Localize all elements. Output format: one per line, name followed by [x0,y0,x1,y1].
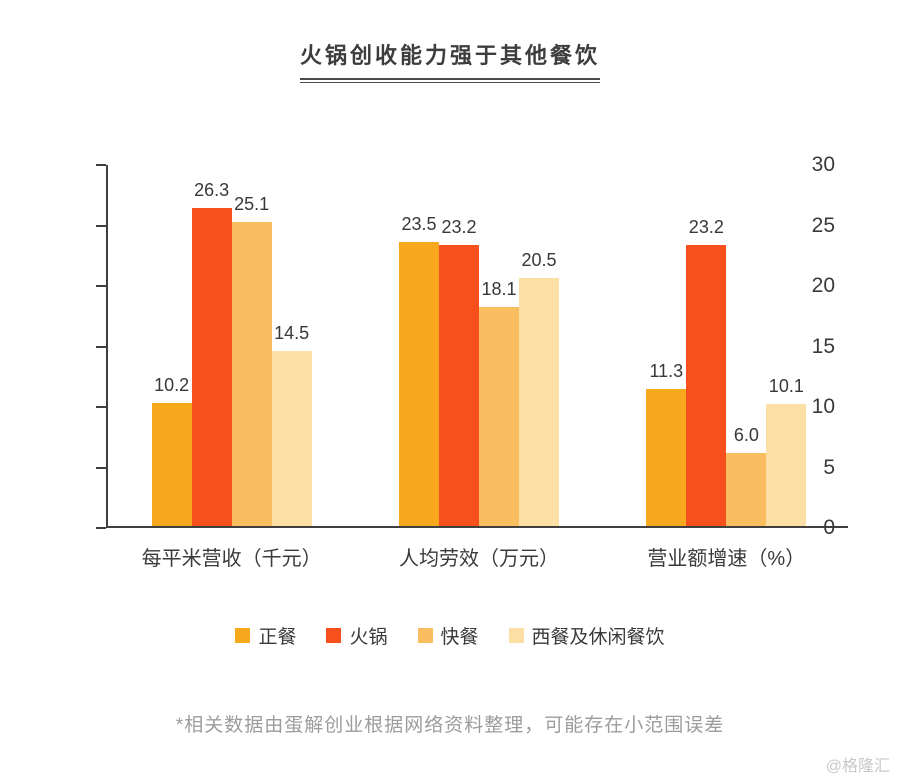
y-tick-label: 25 [811,213,835,237]
bar-value-label: 11.3 [649,361,684,382]
y-tick-mark [96,224,106,227]
bar-西餐及休闲餐饮-每平米营收（千元） [271,350,312,526]
legend-label: 西餐及休闲餐饮 [531,627,665,648]
legend-label: 快餐 [440,627,479,648]
bar-value-label: 10.1 [768,375,804,396]
bar-value-label: 18.1 [481,279,517,299]
watermark: @格隆汇 [825,758,890,775]
bar-火锅-营业额增速（%） [686,245,727,526]
bar-西餐及休闲餐饮-人均劳效（万元） [519,277,559,526]
title-wrap: 火锅创收能力强于其他餐饮 [0,38,900,83]
chart-title: 火锅创收能力强于其他餐饮 [299,38,601,83]
legend-swatch-icon [508,628,524,643]
bar-快餐-每平米营收（千元） [231,222,272,526]
y-tick-label: 30 [811,153,835,176]
legend-label: 正餐 [258,627,297,648]
legend: 正餐 火锅 快餐 西餐及休闲餐饮 [0,622,900,649]
legend-swatch-icon [326,628,342,643]
x-category-label: 人均劳效（万元） [399,548,559,570]
legend-swatch-icon [417,628,433,643]
legend-item-火锅: 火锅 [326,622,388,649]
y-tick-mark [96,466,106,469]
legend-item-快餐: 快餐 [417,622,479,649]
footnote: *相关数据由蛋解创业根据网络资料整理，可能存在小范围误差 [175,715,725,736]
y-tick-mark [96,345,106,348]
bar-value-label: 23.5 [401,213,437,234]
bar-正餐-人均劳效（万元） [399,241,439,526]
legend-item-正餐: 正餐 [235,622,296,649]
bar-正餐-每平米营收（千元） [151,402,192,526]
legend-item-西餐及休闲餐饮: 西餐及休闲餐饮 [508,622,665,649]
y-tick-label: 15 [811,334,835,358]
x-category-label: 每平米营收（千元） [141,548,322,570]
bar-value-label: 26.3 [194,179,230,200]
y-tick-label: 20 [811,274,835,297]
bar-西餐及休闲餐饮-营业额增速（%） [766,403,807,526]
bar-火锅-每平米营收（千元） [191,207,232,526]
bar-value-label: 14.5 [274,322,310,343]
bar-value-label: 23.2 [688,217,724,238]
y-tick-label: 5 [823,455,835,479]
x-category-label: 营业额增速（%） [647,548,806,570]
legend-label: 火锅 [349,627,388,648]
y-tick-label: 10 [811,395,835,418]
bar-value-label: 6.0 [733,425,759,446]
bar-value-label: 20.5 [521,249,557,270]
plot-area: 0 5 10 15 20 25 30 10.2 26.3 25.1 14.5 每平米营收（千元） 23.… [96,153,848,570]
y-tick-label: 0 [823,516,835,539]
bar-value-label: 10.2 [154,374,190,395]
y-tick-mark [96,164,106,166]
y-tick-mark [96,406,106,408]
y-tick-mark [96,527,106,529]
bar-快餐-营业额增速（%） [726,453,767,526]
legend-swatch-icon [235,628,251,643]
bar-火锅-人均劳效（万元） [439,245,479,526]
bar-value-label: 23.2 [441,217,477,238]
y-tick-mark [96,285,106,287]
bar-value-label: 25.1 [234,194,270,215]
bar-正餐-营业额增速（%） [646,389,687,526]
bar-快餐-人均劳效（万元） [479,307,519,526]
